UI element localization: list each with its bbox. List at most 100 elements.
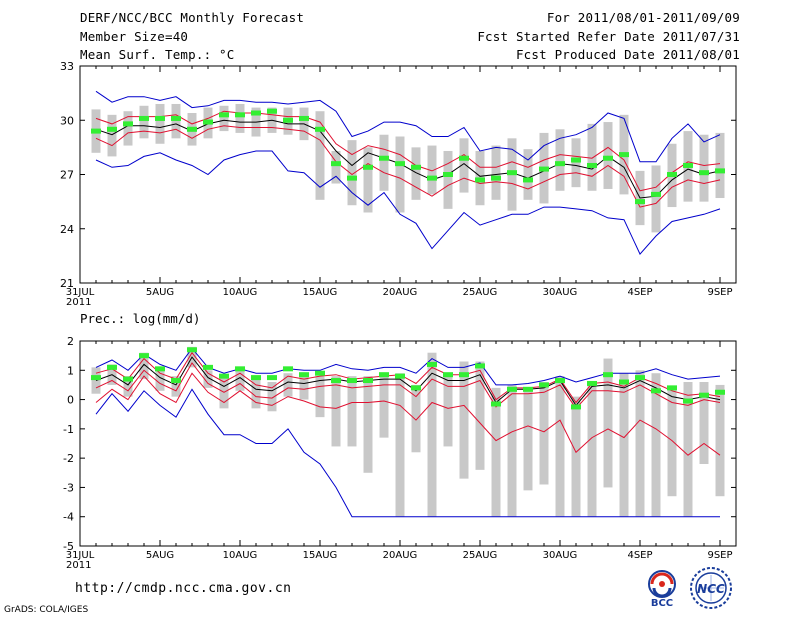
- spread-box: [635, 370, 645, 517]
- obs-marker: [635, 199, 645, 205]
- x-tick-label: 25AUG: [463, 550, 498, 561]
- spread-box: [587, 382, 597, 517]
- x-tick-label: 4SEP: [627, 550, 652, 561]
- obs-marker: [619, 152, 629, 158]
- spread-box: [667, 387, 677, 497]
- spread-box: [539, 382, 549, 485]
- chart-title: DERF/NCC/BCC Monthly Forecast: [80, 10, 305, 25]
- obs-marker: [667, 385, 677, 391]
- spread-box: [331, 150, 341, 184]
- obs-marker: [107, 364, 117, 370]
- obs-marker: [715, 168, 725, 174]
- obs-marker: [219, 112, 229, 118]
- obs-marker: [363, 378, 373, 384]
- obs-marker: [427, 175, 437, 181]
- member-size-label: Member Size=40: [80, 29, 189, 44]
- y-tick-label: -5: [63, 540, 74, 553]
- forecast-period-label: For 2011/08/01-2011/09/09: [546, 10, 740, 25]
- spread-box: [315, 111, 325, 200]
- series-line-lower: [95, 362, 721, 410]
- obs-marker: [315, 126, 325, 132]
- obs-marker: [667, 172, 677, 177]
- obs-marker: [523, 177, 533, 183]
- obs-marker: [251, 375, 261, 381]
- obs-marker: [539, 166, 549, 172]
- spread-box: [171, 376, 181, 397]
- y-tick-label: 1: [67, 364, 74, 377]
- spread-box: [411, 147, 421, 200]
- obs-marker: [571, 157, 581, 163]
- y-tick-label: 2: [67, 335, 74, 348]
- obs-marker: [203, 364, 213, 370]
- obs-marker: [603, 155, 613, 161]
- series-line-min: [95, 150, 721, 256]
- obs-marker: [491, 175, 501, 181]
- obs-marker: [651, 388, 661, 394]
- bcc-logo: BCC: [648, 570, 676, 608]
- spread-box: [427, 145, 437, 195]
- footer-url[interactable]: http://cmdp.ncc.cma.gov.cn: [75, 581, 292, 596]
- x-tick-label: 20AUG: [383, 287, 418, 298]
- obs-marker: [347, 378, 357, 384]
- spread-box: [427, 352, 437, 517]
- obs-marker: [587, 380, 597, 386]
- y-tick-label: 33: [60, 60, 74, 73]
- spread-box: [715, 384, 725, 497]
- obs-marker: [475, 363, 485, 369]
- x-tick-label: 30AUG: [543, 287, 578, 298]
- x-tick-label: 15AUG: [303, 287, 338, 298]
- obs-marker: [235, 366, 245, 372]
- obs-marker: [331, 378, 341, 384]
- spread-box: [443, 150, 453, 209]
- spread-box: [155, 103, 165, 144]
- obs-marker: [267, 108, 277, 114]
- obs-marker: [107, 126, 117, 132]
- obs-marker: [395, 161, 405, 167]
- obs-marker: [315, 370, 325, 376]
- spread-box: [683, 382, 693, 517]
- spread-box: [331, 376, 341, 447]
- plot-frame: [79, 340, 737, 547]
- obs-marker: [523, 386, 533, 392]
- spread-box: [651, 373, 661, 517]
- spread-box: [699, 134, 709, 202]
- spread-box: [475, 361, 485, 470]
- obs-marker: [267, 375, 277, 381]
- series-line-upper: [95, 110, 721, 192]
- grads-credit: GrADS: COLA/IGES: [4, 605, 89, 615]
- obs-marker: [299, 372, 309, 378]
- x-tick-label: 5AUG: [146, 287, 174, 298]
- obs-marker: [91, 375, 101, 381]
- obs-marker: [411, 164, 421, 170]
- spread-box: [155, 367, 165, 391]
- spread-box: [459, 361, 469, 479]
- obs-marker: [91, 128, 101, 134]
- obs-marker: [715, 389, 725, 395]
- series-line-upper: [95, 351, 721, 404]
- series-line-spread_low: [95, 372, 721, 456]
- spread-box: [603, 122, 613, 189]
- obs-marker: [699, 392, 709, 398]
- x-tick-label: 4SEP: [627, 287, 652, 298]
- y-tick-label: -2: [63, 452, 74, 465]
- obs-marker: [299, 115, 309, 121]
- obs-marker: [235, 112, 245, 118]
- obs-marker: [219, 373, 229, 379]
- obs-marker: [363, 164, 373, 170]
- spread-box: [347, 140, 357, 206]
- spread-box: [411, 384, 421, 453]
- obs-marker: [187, 126, 197, 132]
- obs-marker: [539, 382, 549, 388]
- obs-marker: [203, 119, 213, 125]
- spread-box: [107, 114, 117, 157]
- spread-box: [171, 103, 181, 139]
- spread-box: [507, 384, 517, 517]
- spread-box: [571, 396, 581, 517]
- obs-marker: [155, 115, 165, 121]
- obs-marker: [171, 378, 181, 384]
- spread-box: [491, 145, 501, 200]
- obs-marker: [411, 385, 421, 391]
- spread-box: [363, 376, 373, 473]
- series-line-lower: [95, 125, 721, 208]
- x-tick-year-label: 2011: [66, 560, 91, 571]
